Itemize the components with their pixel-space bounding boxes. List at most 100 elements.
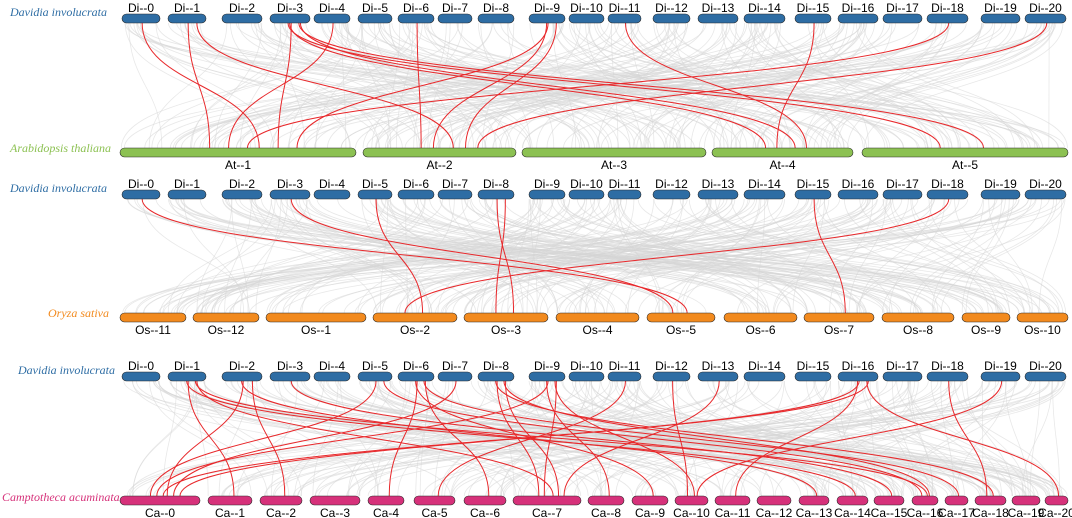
top-chromosome-bar [221, 371, 263, 382]
background-link [740, 380, 857, 497]
top-chromosome-bar [397, 189, 435, 200]
top-chromosome-label: Di--13 [702, 177, 735, 191]
background-link [288, 22, 350, 149]
highlighted-link [196, 22, 454, 149]
background-link [892, 198, 1060, 314]
background-link [654, 198, 888, 314]
background-link [124, 22, 256, 149]
top-chromosome-bar [437, 13, 473, 24]
bottom-chromosome-label: Os--7 [824, 323, 854, 337]
background-link [191, 22, 289, 149]
background-link [337, 198, 865, 314]
bottom-chromosomes: Ca--0 Ca--1 Ca--2 Ca--3 Ca-4 Ca-5 Ca--6 Ca--7 Ca… [119, 495, 1072, 518]
top-chromosome-bar [313, 371, 351, 382]
background-link [176, 198, 308, 314]
background-link [804, 22, 893, 149]
background-link [495, 380, 910, 497]
background-link [604, 380, 639, 497]
background-link [667, 380, 775, 497]
top-chromosome-label: Di--16 [842, 177, 875, 191]
background-link [594, 198, 712, 314]
highlighted-link [241, 380, 818, 497]
top-chromosome-bar [607, 189, 642, 200]
background-link [837, 22, 950, 149]
background-link [361, 198, 764, 314]
background-link [211, 198, 586, 314]
background-link [815, 380, 1013, 497]
highlighted-link [465, 22, 557, 149]
background-link [907, 380, 1025, 497]
bottom-chromosome-bar [367, 495, 405, 506]
top-chromosome-bar [121, 371, 161, 382]
bottom-chromosome-label: Ca--1 [215, 506, 245, 518]
top-chromosome-label: Di--2 [229, 1, 255, 15]
highlighted-link [290, 380, 893, 497]
highlighted-links [149, 380, 1060, 497]
background-link [1021, 380, 1053, 497]
highlighted-link [546, 380, 610, 497]
background-link [856, 198, 996, 314]
highlighted-link [196, 380, 554, 497]
top-chromosome-bar [980, 371, 1021, 382]
top-chromosome-bar [743, 371, 786, 382]
background-link [523, 380, 846, 497]
bottom-chromosome-label: Ca--11 [715, 506, 751, 518]
top-chromosome-bar [121, 189, 161, 200]
background-link [684, 380, 1066, 497]
top-species-label: Davidia involucrata [17, 363, 115, 377]
background-link [671, 198, 960, 314]
background-link [281, 198, 432, 314]
bottom-chromosome-label: Os--12 [208, 323, 245, 337]
background-link [681, 198, 760, 314]
background-link [242, 380, 582, 497]
highlighted-link [296, 22, 549, 149]
background-link [180, 198, 978, 314]
highlighted-link [563, 380, 720, 497]
top-chromosome-label: Di--15 [797, 359, 830, 373]
background-link [240, 198, 288, 314]
background-link [282, 380, 691, 497]
top-chromosome-bar [357, 13, 393, 24]
background-link [677, 22, 860, 149]
top-chromosome-label: Di--12 [655, 1, 688, 15]
background-link [132, 380, 451, 497]
top-chromosome-bar [1024, 13, 1067, 24]
background-link [142, 198, 250, 314]
bottom-chromosome-label: Ca--6 [470, 506, 500, 518]
background-link [825, 22, 1029, 149]
bottom-chromosome-label: Os--2 [400, 323, 430, 337]
background-link [181, 198, 728, 314]
background-link [377, 22, 612, 149]
top-chromosome-bar [568, 189, 605, 200]
background-link [560, 198, 1051, 314]
background-link [734, 22, 949, 149]
highlighted-link [287, 22, 941, 149]
top-chromosome-bar [357, 189, 393, 200]
top-chromosome-label: Di--4 [319, 359, 345, 373]
bottom-chromosome-label: Os--10 [1024, 323, 1061, 337]
highlighted-link [388, 380, 418, 497]
background-link [521, 22, 937, 149]
background-link [128, 22, 163, 149]
background-link [303, 22, 769, 149]
background-link [218, 380, 249, 497]
background-link [272, 380, 619, 497]
background-link [624, 198, 813, 314]
top-chromosome-label: Di--16 [842, 359, 875, 373]
background-link [136, 22, 381, 149]
background-link [721, 22, 791, 149]
highlighted-link [187, 380, 235, 497]
background-link [636, 22, 939, 149]
background-link [482, 198, 813, 314]
top-chromosome-label: Di--0 [128, 359, 154, 373]
highlighted-link [423, 380, 960, 497]
background-link [255, 22, 380, 149]
background-link [495, 198, 524, 314]
top-chromosome-bar [837, 13, 879, 24]
bottom-chromosome-label: Ca--16 [907, 506, 944, 518]
bottom-chromosome-label: At--3 [601, 158, 627, 172]
background-link [645, 380, 1064, 497]
highlighted-link [735, 380, 859, 497]
bottom-chromosome-bar [803, 312, 875, 323]
top-chromosome-label: Di--8 [483, 359, 509, 373]
